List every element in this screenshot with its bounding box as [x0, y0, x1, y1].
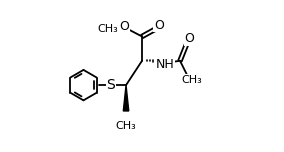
Text: S: S	[106, 78, 115, 92]
Text: CH₃: CH₃	[181, 75, 202, 85]
Text: O: O	[184, 32, 194, 45]
Text: CH₃: CH₃	[116, 121, 136, 131]
Text: NH: NH	[156, 58, 175, 71]
Text: O: O	[154, 19, 164, 32]
Text: CH₃: CH₃	[97, 24, 118, 34]
Text: O: O	[120, 20, 130, 33]
Polygon shape	[123, 85, 129, 111]
